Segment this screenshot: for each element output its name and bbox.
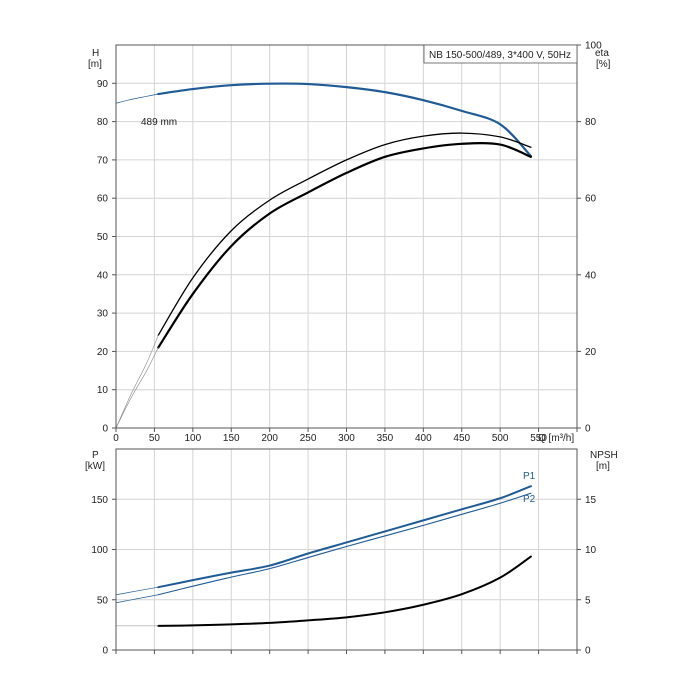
head-efficiency-curve-0 <box>157 82 532 158</box>
power-npsh-curve-2 <box>115 586 159 596</box>
npsh-tick-label: 5 <box>585 595 591 606</box>
power-npsh-grid <box>116 449 577 650</box>
npsh-axis-unit: [m] <box>596 461 610 472</box>
x-tick-label: 100 <box>184 433 201 444</box>
npsh-tick-label: 0 <box>585 646 591 657</box>
head-tick-label: 20 <box>97 347 109 358</box>
power-tick-label: 50 <box>97 595 109 606</box>
x-tick-label: 200 <box>261 433 278 444</box>
head-tick-label: 50 <box>97 232 109 243</box>
head-tick-label: 10 <box>97 385 109 396</box>
power-axis-unit: [kW] <box>85 461 105 472</box>
p1-curve-label: P1 <box>523 471 536 482</box>
efficiency-tick-label: 60 <box>585 194 597 205</box>
efficiency-axis-label: eta <box>595 48 609 59</box>
head-efficiency-curve-1 <box>115 93 159 104</box>
x-tick-label: 350 <box>377 433 394 444</box>
x-tick-label: 450 <box>453 433 470 444</box>
x-tick-label: 150 <box>223 433 240 444</box>
head-efficiency-curve-2 <box>157 132 532 336</box>
power-npsh-series <box>115 485 532 627</box>
head-efficiency-series <box>115 82 532 429</box>
head-tick-label: 0 <box>102 424 108 435</box>
head-axis-unit: [m] <box>88 59 102 70</box>
efficiency-tick-label: 100 <box>585 41 602 52</box>
power-tick-label: 150 <box>91 495 108 506</box>
power-npsh-curve-4 <box>157 555 532 627</box>
head-axis-label: H <box>92 48 99 59</box>
head-efficiency-curve-3 <box>157 142 532 349</box>
x-tick-label: 400 <box>415 433 432 444</box>
x-tick-label: 0 <box>113 433 119 444</box>
head-tick-label: 90 <box>97 79 109 90</box>
npsh-axis-label: NPSH <box>590 450 618 461</box>
x-tick-label: 300 <box>338 433 355 444</box>
efficiency-tick-label: 40 <box>585 270 597 281</box>
efficiency-axis-unit: [%] <box>596 59 611 70</box>
head-efficiency-ticks: 0 50 100 150 200 250 300 350 400 450 500 5500102030… <box>97 41 602 445</box>
power-tick-label: 0 <box>102 646 108 657</box>
head-tick-label: 60 <box>97 194 109 205</box>
efficiency-tick-label: 80 <box>585 117 597 128</box>
head-efficiency-panel: 0 50 100 150 200 250 300 350 400 450 500 5500102030… <box>88 41 611 445</box>
power-npsh-curve-3 <box>115 594 159 604</box>
power-axis-label: P <box>92 450 99 461</box>
p2-curve-label: P2 <box>523 494 536 505</box>
power-npsh-p1-curve <box>157 485 532 589</box>
head-tick-label: 80 <box>97 117 109 128</box>
head-tick-label: 30 <box>97 309 109 320</box>
chart-title: NB 150-500/489, 3*400 V, 50Hz <box>429 50 571 61</box>
efficiency-tick-label: 20 <box>585 347 597 358</box>
head-tick-label: 70 <box>97 155 109 166</box>
power-npsh-panel: 0 50 100 150 0 5 10 15 P [kW] NPSH [m] P1 P2 <box>85 448 618 657</box>
head-efficiency-curve-4 <box>115 335 159 429</box>
npsh-tick-label: 10 <box>585 545 597 556</box>
x-tick-label: 550 <box>530 433 547 444</box>
head-efficiency-grid <box>116 45 577 428</box>
npsh-tick-label: 15 <box>585 495 597 506</box>
impeller-diameter-annotation: 489 mm <box>141 117 177 128</box>
x-tick-label: 500 <box>492 433 509 444</box>
x-tick-label: 50 <box>149 433 161 444</box>
head-efficiency-curve-5 <box>115 347 159 429</box>
flow-axis-label: Q [m³/h] <box>538 433 574 444</box>
chart-title-box <box>423 44 578 64</box>
efficiency-tick-label: 0 <box>585 424 591 435</box>
power-npsh-p2-curve <box>157 492 532 596</box>
x-tick-label: 250 <box>300 433 317 444</box>
power-tick-label: 100 <box>91 545 108 556</box>
power-npsh-ticks: 0 50 100 150 0 5 10 15 <box>91 495 596 657</box>
head-tick-label: 40 <box>97 270 109 281</box>
